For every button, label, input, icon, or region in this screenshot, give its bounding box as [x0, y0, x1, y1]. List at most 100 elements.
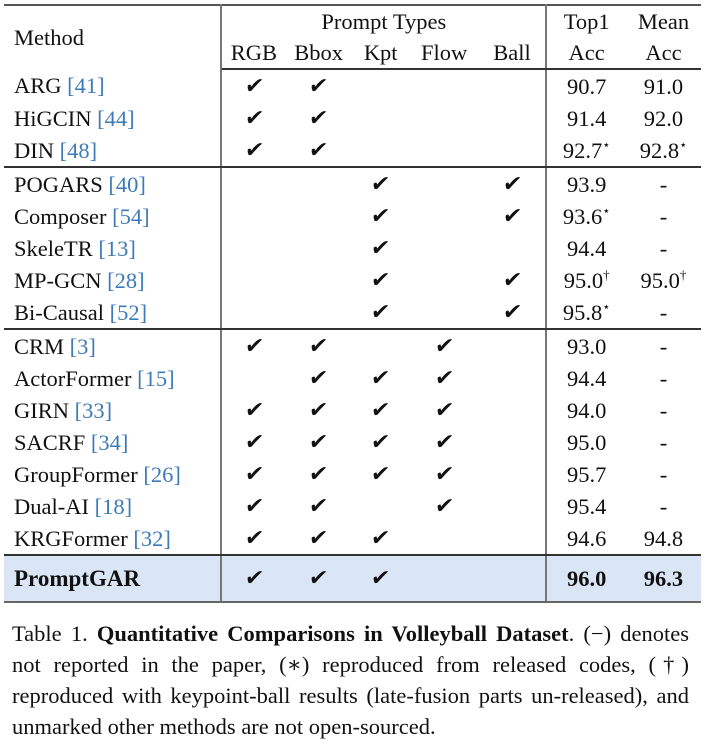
bbox-cell: ✔ — [286, 426, 352, 458]
header-top1-line2: Acc — [546, 37, 626, 70]
method-cell: ActorFormer [15] — [4, 362, 223, 394]
citation-link[interactable]: [34] — [90, 429, 129, 455]
ball-cell: ✔ — [478, 167, 548, 200]
rgb-cell: ✔ — [221, 394, 285, 426]
header-bbox: Bbox — [285, 37, 352, 70]
check-icon: ✔ — [307, 462, 330, 487]
flow-cell: ✔ — [410, 490, 479, 522]
table-row: Composer [54] ✔ ✔ 93.6⋆ - — [4, 200, 701, 232]
bbox-cell: ✔ — [285, 555, 352, 603]
method-cell: KRGFormer [32] — [4, 522, 223, 556]
flow-cell — [410, 102, 479, 134]
check-icon: ✔ — [307, 398, 330, 423]
top1-mark: ⋆ — [602, 298, 611, 314]
table-row: ActorFormer [15] ✔ ✔ ✔ 94.4 - — [4, 362, 701, 394]
rgb-cell: ✔ — [221, 134, 286, 168]
top1-acc-cell: 93.0 — [546, 329, 626, 362]
mean-acc: - — [659, 397, 668, 423]
method-name: GroupFormer — [14, 461, 138, 487]
citation-link[interactable]: [40] — [108, 171, 146, 197]
rgb-cell: ✔ — [221, 329, 285, 362]
ball-cell: ✔ — [478, 296, 548, 330]
top1-acc: 94.6 — [566, 525, 607, 551]
top1-acc-cell: 94.0 — [546, 394, 626, 426]
check-icon: ✔ — [307, 494, 330, 519]
check-icon: ✔ — [369, 526, 392, 551]
rgb-cell: ✔ — [221, 102, 285, 134]
flow-cell — [410, 232, 479, 264]
citation-link[interactable]: [26] — [143, 461, 181, 487]
ball-cell — [478, 394, 548, 426]
citation-link[interactable]: [41] — [67, 73, 105, 98]
top1-acc-cell: 94.4 — [546, 232, 626, 264]
method-cell: ARG [41] — [4, 69, 223, 102]
check-icon: ✔ — [242, 526, 265, 551]
method-name: SkeleTR — [14, 235, 93, 261]
citation-link[interactable]: [15] — [137, 365, 175, 391]
top1-acc: 94.0 — [566, 397, 607, 423]
table-row-ours: PromptGAR ✔ ✔ ✔ 96.0 96.3 — [4, 555, 701, 603]
citation-link[interactable]: [33] — [74, 397, 113, 423]
method-cell: Dual-AI [18] — [4, 490, 223, 522]
bbox-cell: ✔ — [286, 102, 352, 134]
citation-link[interactable]: [13] — [98, 235, 136, 261]
top1-acc: 94.4 — [566, 365, 607, 391]
citation-link[interactable]: [18] — [94, 493, 133, 519]
ball-cell — [478, 522, 548, 556]
check-icon: ✔ — [242, 566, 265, 591]
check-icon: ✔ — [307, 526, 330, 551]
flow-cell — [410, 264, 479, 296]
top1-acc: 95.8 — [562, 299, 603, 325]
table-row: KRGFormer [32] ✔ ✔ ✔ 94.6 94.8 — [4, 522, 701, 556]
check-icon: ✔ — [242, 398, 265, 423]
header-prompt-types: Prompt Types — [221, 4, 548, 37]
kpt-cell: ✔ — [352, 394, 410, 426]
check-icon: ✔ — [369, 236, 392, 261]
ball-cell — [478, 69, 548, 102]
citation-link[interactable]: [48] — [59, 137, 98, 163]
check-icon: ✔ — [433, 430, 456, 455]
mean-acc: - — [659, 299, 668, 325]
table-row: DIN [48] ✔ ✔ 92.7⋆ 92.8⋆ — [4, 134, 701, 168]
citation-link[interactable]: [54] — [112, 203, 150, 229]
header-ball: Ball — [478, 37, 548, 70]
mean-mark: † — [679, 266, 687, 282]
table-row: CRM [3] ✔ ✔ ✔ 93.0 - — [4, 329, 701, 362]
mean-acc: - — [659, 461, 668, 487]
bbox-cell: ✔ — [286, 329, 352, 362]
method-name: CRM — [14, 333, 65, 359]
top1-acc-cell: 93.6⋆ — [546, 200, 626, 232]
check-icon: ✔ — [307, 366, 330, 391]
method-cell: SkeleTR [13] — [4, 232, 223, 264]
check-icon: ✔ — [369, 366, 392, 391]
rgb-cell: ✔ — [221, 458, 285, 490]
rgb-cell: ✔ — [221, 522, 286, 556]
citation-link[interactable]: [28] — [107, 267, 145, 293]
citation-link[interactable]: [3] — [69, 333, 96, 359]
mean-acc-ours: 96.3 — [625, 555, 701, 603]
flow-cell: ✔ — [410, 394, 479, 426]
bbox-cell: ✔ — [286, 394, 352, 426]
kpt-cell: ✔ — [352, 426, 410, 458]
mean-acc-cell: 91.0 — [626, 69, 701, 102]
top1-acc-cell: 95.0 — [546, 426, 626, 458]
check-icon: ✔ — [242, 138, 265, 163]
flow-cell — [409, 522, 479, 556]
check-icon: ✔ — [369, 268, 392, 293]
citation-link[interactable]: [52] — [109, 299, 148, 325]
method-name: Dual-AI — [14, 493, 89, 519]
ball-cell — [478, 329, 548, 362]
citation-link[interactable]: [44] — [97, 105, 135, 131]
ball-cell — [478, 490, 548, 522]
flow-cell — [410, 200, 479, 232]
caption-title: Quantitative Comparisons in Volleyball D… — [96, 621, 569, 646]
check-icon: ✔ — [369, 300, 392, 325]
mean-acc-cell: - — [626, 490, 701, 522]
flow-cell: ✔ — [410, 426, 479, 458]
citation-link[interactable]: [32] — [133, 525, 171, 551]
rgb-cell: ✔ — [221, 490, 285, 522]
kpt-cell — [352, 329, 410, 362]
header-mean-line2: Acc — [625, 37, 701, 70]
kpt-cell: ✔ — [351, 522, 410, 556]
top1-acc: 93.6 — [562, 203, 603, 229]
